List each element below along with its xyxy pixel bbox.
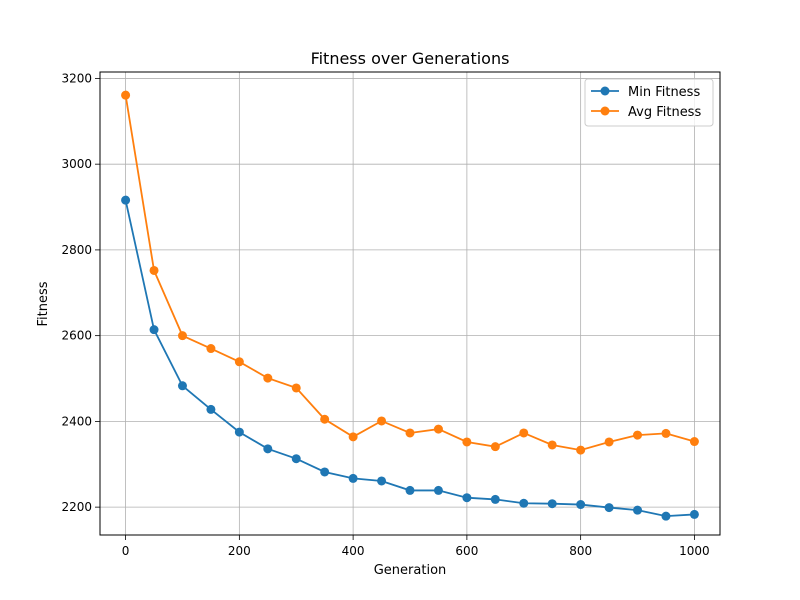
data-point-avg-fitness bbox=[121, 90, 131, 100]
plot-frame bbox=[99, 71, 721, 536]
y-tick-label: 2200 bbox=[61, 500, 92, 514]
data-point-min-fitness bbox=[291, 454, 301, 464]
data-point-avg-fitness bbox=[206, 344, 216, 354]
data-point-min-fitness bbox=[661, 511, 671, 521]
data-point-avg-fitness bbox=[149, 265, 159, 275]
data-point-avg-fitness bbox=[263, 373, 273, 383]
x-tick-label: 0 bbox=[122, 544, 130, 558]
x-tick-label: 600 bbox=[455, 544, 478, 558]
data-point-min-fitness bbox=[405, 485, 415, 495]
data-point-min-fitness bbox=[633, 505, 643, 515]
series-avg-fitness bbox=[121, 90, 699, 455]
data-point-avg-fitness bbox=[547, 440, 557, 450]
data-point-avg-fitness bbox=[405, 428, 415, 438]
data-point-avg-fitness bbox=[320, 414, 330, 424]
data-point-avg-fitness bbox=[462, 437, 472, 447]
data-point-avg-fitness bbox=[490, 442, 500, 452]
data-point-min-fitness bbox=[576, 500, 586, 510]
legend-label-avg-fitness: Avg Fitness bbox=[628, 105, 701, 120]
legend-label-min-fitness: Min Fitness bbox=[628, 85, 700, 100]
data-point-min-fitness bbox=[320, 467, 330, 477]
data-point-min-fitness bbox=[604, 503, 614, 513]
data-point-avg-fitness bbox=[604, 437, 614, 447]
data-point-avg-fitness bbox=[234, 357, 244, 367]
y-tick-label: 2400 bbox=[61, 414, 92, 428]
x-axis-ticks: 0 200 400 600 800 1000 bbox=[122, 535, 710, 558]
y-tick-label: 2800 bbox=[61, 243, 92, 257]
data-point-min-fitness bbox=[547, 499, 557, 509]
data-point-min-fitness bbox=[121, 195, 131, 205]
data-point-min-fitness bbox=[490, 494, 500, 504]
x-tick-label: 1000 bbox=[679, 544, 710, 558]
data-point-avg-fitness bbox=[291, 383, 301, 393]
data-point-avg-fitness bbox=[661, 428, 671, 438]
data-point-min-fitness bbox=[348, 473, 358, 483]
data-point-avg-fitness bbox=[576, 445, 586, 455]
y-axis-ticks: 2200 2400 2600 2800 3000 3200 bbox=[61, 71, 100, 514]
y-tick-label: 3200 bbox=[61, 71, 92, 85]
y-axis-label: Fitness bbox=[36, 281, 51, 326]
data-point-min-fitness bbox=[149, 325, 159, 335]
data-point-avg-fitness bbox=[689, 437, 699, 447]
data-point-min-fitness bbox=[177, 381, 187, 391]
y-tick-label: 3000 bbox=[61, 157, 92, 171]
grid-lines bbox=[100, 72, 720, 535]
data-point-min-fitness bbox=[206, 404, 216, 414]
data-point-avg-fitness bbox=[519, 428, 529, 438]
data-point-avg-fitness bbox=[633, 430, 643, 440]
legend-marker-min-fitness bbox=[600, 86, 610, 96]
data-point-min-fitness bbox=[689, 509, 699, 519]
data-point-min-fitness bbox=[462, 493, 472, 503]
series-min-fitness bbox=[121, 195, 699, 521]
data-point-avg-fitness bbox=[377, 416, 387, 426]
data-point-avg-fitness bbox=[177, 331, 187, 341]
data-point-min-fitness bbox=[519, 498, 529, 508]
data-point-avg-fitness bbox=[348, 432, 358, 442]
x-tick-label: 200 bbox=[228, 544, 251, 558]
data-point-min-fitness bbox=[234, 427, 244, 437]
data-point-min-fitness bbox=[377, 476, 387, 486]
x-tick-label: 800 bbox=[569, 544, 592, 558]
data-point-min-fitness bbox=[263, 444, 273, 454]
y-tick-label: 2600 bbox=[61, 329, 92, 343]
x-tick-label: 400 bbox=[342, 544, 365, 558]
legend: Min Fitness Avg Fitness bbox=[584, 78, 714, 127]
legend-marker-avg-fitness bbox=[600, 106, 610, 116]
chart-title: Fitness over Generations bbox=[311, 49, 510, 68]
series-layer bbox=[121, 90, 699, 521]
data-point-min-fitness bbox=[433, 485, 443, 495]
data-point-avg-fitness bbox=[433, 424, 443, 434]
x-axis-label: Generation bbox=[374, 563, 447, 578]
